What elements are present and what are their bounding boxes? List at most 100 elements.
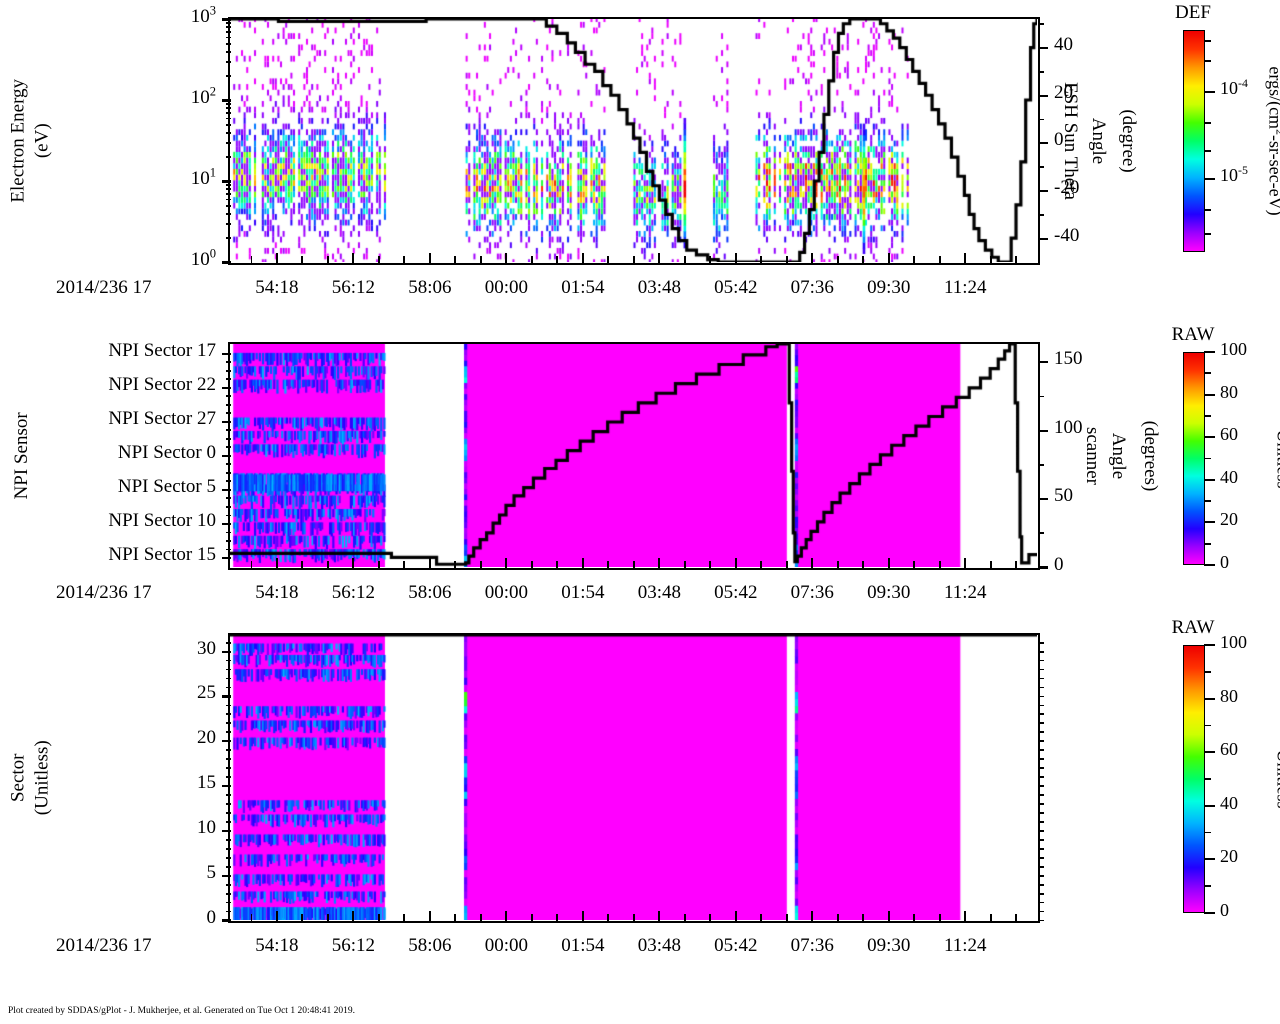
tick-minor <box>225 668 231 671</box>
tick-minor <box>913 913 916 921</box>
tick-minor <box>225 237 231 239</box>
xtick-label-0-7: 07:36 <box>790 277 834 298</box>
tick-minor <box>225 369 231 372</box>
tick-minor <box>785 255 788 263</box>
ytick-label-sector-1: 5 <box>206 861 217 883</box>
tick-minor <box>225 514 231 517</box>
tick-minor <box>1204 724 1211 727</box>
tick-minor <box>1037 821 1044 823</box>
spectrogram-canvas-electron-energy <box>230 19 1037 262</box>
xtick-label-2-6: 05:42 <box>714 935 758 956</box>
tick-major <box>1204 478 1215 481</box>
xtick-label-0-5: 03:48 <box>637 277 681 298</box>
tick-minor <box>632 255 635 263</box>
xtick-label-1-3: 00:00 <box>484 582 528 603</box>
tick-major <box>1204 911 1215 915</box>
tick-minor <box>938 560 941 568</box>
ytick-label-npi-0: NPI Sector 15 <box>108 543 216 565</box>
tick-major <box>964 557 967 568</box>
tick-minor <box>683 255 686 263</box>
tick-major <box>1037 361 1048 364</box>
colorbar-tick-npi-sensor-3: 60 <box>1220 424 1238 445</box>
tick-minor <box>225 112 231 114</box>
colorbar-tick-npi-sensor-1: 20 <box>1220 509 1238 530</box>
tick-minor <box>225 865 231 868</box>
tick-minor <box>1204 122 1211 125</box>
tick-minor <box>225 75 231 77</box>
tick-major <box>221 919 231 922</box>
tick-minor <box>1037 740 1044 743</box>
tick-minor <box>225 378 231 381</box>
tick-minor <box>225 758 231 761</box>
right-tick-npi-sensor-1: 50 <box>1054 485 1073 507</box>
tick-minor <box>1037 650 1044 653</box>
tick-minor <box>225 446 231 449</box>
right-tick-npi-sensor-0: 0 <box>1054 553 1064 575</box>
colorbar-sector <box>1183 645 1205 913</box>
ytick-label-npi-2: NPI Sector 5 <box>117 475 216 497</box>
tick-minor <box>709 255 712 263</box>
ytick-label-sector-5: 25 <box>197 682 216 704</box>
colorbar-tick-sector-4: 80 <box>1220 685 1238 706</box>
tick-major <box>221 352 231 355</box>
tick-minor <box>709 560 712 568</box>
tick-minor <box>225 204 231 207</box>
tick-minor <box>989 560 992 568</box>
tick-minor <box>225 803 231 805</box>
tick-major <box>221 650 231 653</box>
tick-major <box>887 557 890 568</box>
xtick-label-2-5: 03:48 <box>637 935 681 956</box>
right-axis-label-npi-sensor-1: Angle <box>1108 432 1129 480</box>
tick-minor <box>403 913 406 921</box>
tick-major <box>221 386 231 389</box>
ytick-label-sector-4: 20 <box>197 727 216 749</box>
tick-major <box>1204 697 1215 700</box>
colorbar-npi-sensor <box>1183 352 1205 565</box>
tick-minor <box>225 429 231 432</box>
tick-major <box>221 784 231 788</box>
tick-minor <box>1037 856 1044 859</box>
tick-minor <box>225 677 231 680</box>
tick-minor <box>1037 883 1044 886</box>
colorbar-tick-sector-5: 100 <box>1220 632 1247 652</box>
right-axis-label-electron-energy-1: Angle <box>1088 117 1109 165</box>
tick-minor <box>454 255 457 263</box>
tick-minor <box>1204 372 1211 375</box>
tick-minor <box>225 50 231 53</box>
tick-major <box>221 556 231 559</box>
tick-major <box>581 557 584 568</box>
tick-minor <box>225 184 231 187</box>
tick-minor <box>225 497 231 500</box>
tick-minor <box>1037 767 1044 770</box>
right-tick-electron-energy-0: -40 <box>1054 224 1080 246</box>
tick-minor <box>225 713 231 716</box>
tick-minor <box>225 540 231 542</box>
tick-major <box>581 910 584 921</box>
tick-minor <box>225 141 231 144</box>
tick-minor <box>1037 776 1044 778</box>
tick-minor <box>225 103 231 106</box>
tick-minor <box>913 255 916 263</box>
right-axis-label-npi-sensor-2: scanner <box>1082 426 1103 486</box>
xtick-label-2-8: 09:30 <box>867 935 911 956</box>
tick-minor <box>1015 255 1018 263</box>
tick-major <box>964 910 967 921</box>
right-tick-electron-energy-2: 0 <box>1054 129 1064 151</box>
tick-minor <box>225 60 231 63</box>
tick-major <box>1204 521 1215 524</box>
tick-major <box>352 557 355 568</box>
colorbar-electron-energy <box>1183 30 1205 252</box>
ytick-label-sector-0: 0 <box>206 906 217 928</box>
xtick-label-1-6: 05:42 <box>714 582 758 603</box>
tick-major <box>734 252 737 263</box>
tick-minor <box>760 255 763 263</box>
tick-major <box>1204 643 1215 647</box>
tick-minor <box>225 686 231 689</box>
tick-minor <box>1204 670 1211 673</box>
tick-major <box>1037 46 1048 50</box>
tick-minor <box>225 412 231 415</box>
tick-major <box>275 557 278 568</box>
tick-minor <box>556 255 559 263</box>
tick-minor <box>454 560 457 568</box>
tick-major <box>734 910 737 921</box>
